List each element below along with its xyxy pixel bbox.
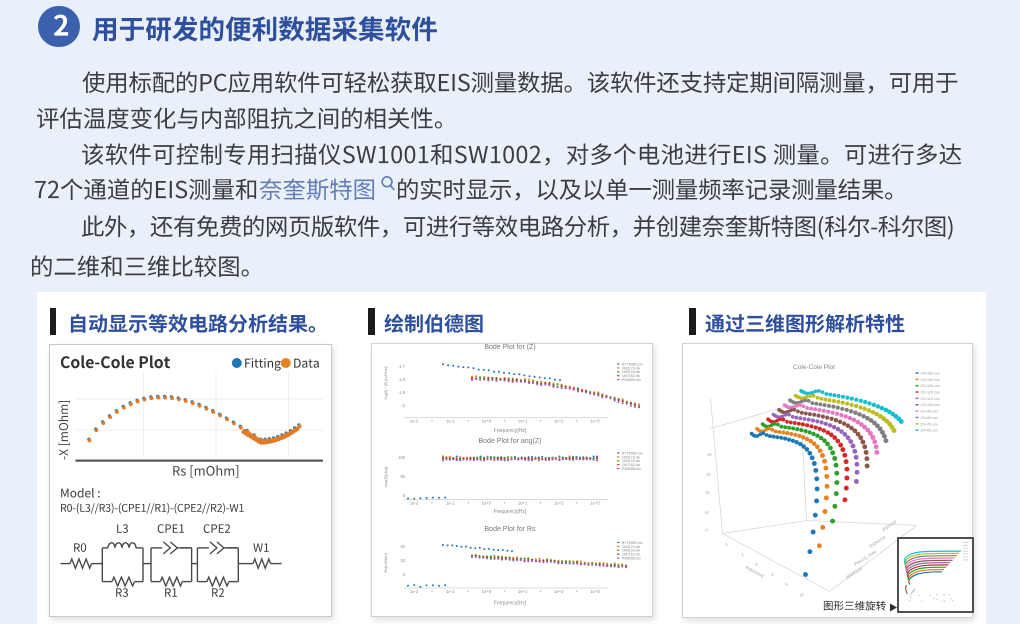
svg-text:20×90.csv: 20×90.csv <box>920 409 938 413</box>
svg-text:+: + <box>431 418 434 423</box>
svg-text:1e+1: 1e+1 <box>518 418 528 423</box>
svg-text:2024/1/9: 2024/1/9 <box>880 518 897 531</box>
svg-text:20×110.csv: 20×110.csv <box>920 396 939 400</box>
svg-text:1e+2: 1e+2 <box>554 589 564 594</box>
svg-text:+: + <box>467 589 470 594</box>
svg-text:4: 4 <box>754 562 758 567</box>
svg-text:1e+1: 1e+1 <box>518 500 528 505</box>
svg-text:+: + <box>539 418 542 423</box>
svg-text:1e-1: 1e-1 <box>446 589 455 594</box>
svg-text:Frequency[Hz]: Frequency[Hz] <box>494 509 527 515</box>
svg-text:0: 0 <box>704 528 707 532</box>
svg-text:Rs[mOhm]: Rs[mOhm] <box>383 553 388 572</box>
svg-text:+: + <box>467 500 470 505</box>
svg-text:1M7182.div: 1M7182.div <box>622 552 640 556</box>
svg-text:10: 10 <box>400 558 405 563</box>
svg-text:+: + <box>503 500 506 505</box>
svg-text:Cole-Cole Plot: Cole-Cole Plot <box>793 364 835 371</box>
svg-text:1M3190.div: 1M3190.div <box>622 459 640 463</box>
svg-text:+: + <box>576 418 579 423</box>
svg-text:20: 20 <box>704 490 709 495</box>
svg-text:2: 2 <box>740 552 744 557</box>
svg-text:20: 20 <box>400 544 405 549</box>
svg-text:1e+3: 1e+3 <box>590 500 600 505</box>
svg-text:2024/1/11: 2024/1/11 <box>845 565 864 579</box>
svg-text:1e+1: 1e+1 <box>518 589 528 594</box>
svg-text:20×100.csv: 20×100.csv <box>920 403 940 407</box>
svg-text:1M3190.div: 1M3190.div <box>622 548 640 552</box>
svg-text:100: 100 <box>398 455 406 460</box>
svg-text:6: 6 <box>770 572 774 577</box>
svg-text:ang(Z)[deg]: ang(Z)[deg] <box>383 466 388 487</box>
svg-text:10: 10 <box>798 592 804 598</box>
svg-text:Bode Plot for ang(Z): Bode Plot for ang(Z) <box>478 438 541 445</box>
svg-text:-2: -2 <box>401 403 405 408</box>
svg-text:Rs[mOhm]: Rs[mOhm] <box>744 564 764 578</box>
svg-text:20×130.csv: 20×130.csv <box>920 384 940 388</box>
svg-text:+: + <box>467 418 470 423</box>
svg-text:+: + <box>576 589 579 594</box>
svg-text:1e+0: 1e+0 <box>482 418 492 423</box>
svg-text:2M3170.div: 2M3170.div <box>622 366 640 370</box>
svg-text:40: 40 <box>706 452 711 457</box>
svg-text:30: 30 <box>705 472 710 477</box>
svg-text:0: 0 <box>403 493 406 498</box>
svg-text:1e-1: 1e-1 <box>446 500 455 505</box>
svg-text:20×150.csv: 20×150.csv <box>920 371 940 375</box>
svg-text:+: + <box>576 500 579 505</box>
svg-text:Frequency[Hz]: Frequency[Hz] <box>494 428 527 434</box>
svg-text:1e+2: 1e+2 <box>554 500 564 505</box>
svg-text:+: + <box>431 500 434 505</box>
svg-text:BTY5980.csv: BTY5980.csv <box>622 540 643 544</box>
svg-text:2M3170.div: 2M3170.div <box>622 455 640 459</box>
svg-text:50: 50 <box>400 474 405 479</box>
svg-text:0: 0 <box>403 572 406 577</box>
svg-text:1M7182.div: 1M7182.div <box>622 374 640 378</box>
svg-text:PW8055.div: PW8055.div <box>622 556 641 560</box>
svg-text:Bode Plot for (Z): Bode Plot for (Z) <box>484 344 535 351</box>
svg-text:1e-2: 1e-2 <box>410 500 419 505</box>
svg-text:1e+3: 1e+3 <box>590 589 600 594</box>
svg-text:BTY5980.csv: BTY5980.csv <box>622 362 643 366</box>
svg-text:+: + <box>539 500 542 505</box>
svg-text:PW8055.div: PW8055.div <box>622 467 641 471</box>
svg-text:2M3170.div: 2M3170.div <box>622 544 640 548</box>
svg-text:1e+0: 1e+0 <box>482 589 492 594</box>
svg-text:1e+3: 1e+3 <box>590 418 600 423</box>
svg-text:Bode Plot for Rs: Bode Plot for Rs <box>485 526 536 533</box>
svg-text:+: + <box>503 589 506 594</box>
svg-text:20×140.csv: 20×140.csv <box>920 377 940 381</box>
svg-text:1e-2: 1e-2 <box>410 589 419 594</box>
svg-text:BTY5980.csv: BTY5980.csv <box>622 451 643 455</box>
svg-text:20×60.csv: 20×60.csv <box>920 428 938 432</box>
svg-text:log|Z| / |Z| [mOhm]: log|Z| / |Z| [mOhm] <box>383 366 388 399</box>
svg-text:PW8055.div: PW8055.div <box>622 378 641 382</box>
svg-text:1M7182.div: 1M7182.div <box>622 463 640 467</box>
svg-text:1e-1: 1e-1 <box>446 418 455 423</box>
svg-text:8: 8 <box>784 582 788 587</box>
svg-text:20×70.csv: 20×70.csv <box>920 422 938 426</box>
svg-text:+: + <box>539 589 542 594</box>
svg-text:Frequency[Hz]: Frequency[Hz] <box>494 600 527 606</box>
svg-text:1e-2: 1e-2 <box>410 418 419 423</box>
svg-text:2024/1/10: 2024/1/10 <box>867 534 886 548</box>
svg-text:10: 10 <box>703 510 708 515</box>
svg-text:+: + <box>503 418 506 423</box>
svg-text:-1.9: -1.9 <box>398 390 406 395</box>
svg-text:1M3190.div: 1M3190.div <box>622 370 640 374</box>
svg-text:-1.7: -1.7 <box>398 364 406 369</box>
svg-text:1e+2: 1e+2 <box>554 418 564 423</box>
svg-text:1e+0: 1e+0 <box>482 500 492 505</box>
svg-text:20×120.csv: 20×120.csv <box>920 390 940 394</box>
svg-text:0: 0 <box>724 542 728 547</box>
svg-text:20×80.csv: 20×80.csv <box>920 415 938 419</box>
svg-text:+: + <box>431 589 434 594</box>
svg-text:-1.8: -1.8 <box>398 377 406 382</box>
